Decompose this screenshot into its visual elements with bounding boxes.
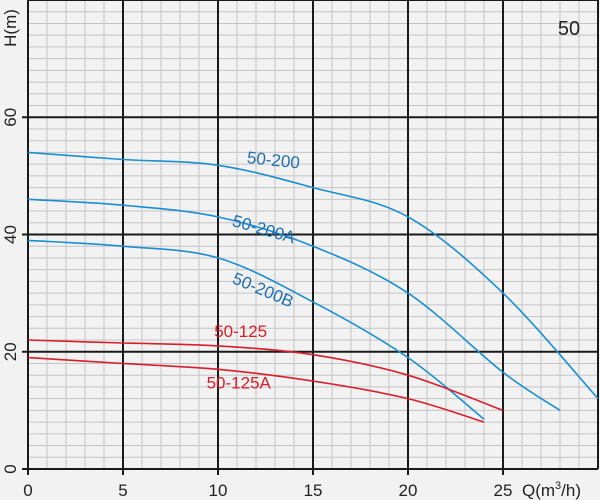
x-axis-label-tail: /h): [561, 481, 581, 500]
y-tick-label: 60: [1, 108, 20, 127]
x-tick-label: 10: [209, 481, 228, 500]
curve-label-50-125a: 50-125A: [207, 374, 272, 393]
x-tick-label: 0: [23, 481, 32, 500]
x-axis-label: Q(m3/h): [522, 480, 581, 500]
y-tick-label: 40: [1, 225, 20, 244]
curve-50-200a: [27, 198, 561, 412]
y-tick-label: 0: [1, 464, 20, 473]
curves: [27, 151, 599, 423]
curve-50-200b: [27, 239, 485, 420]
x-tick-label: 15: [304, 481, 323, 500]
x-tick-label: 5: [118, 481, 127, 500]
tick-labels: 0 5 10 15 20 25 0 20 40 60: [1, 108, 512, 500]
curve-50-125a: [27, 356, 485, 423]
curve-50-125: [27, 339, 504, 412]
x-tick-label: 20: [399, 481, 418, 500]
model-series-label: 50: [558, 18, 580, 40]
curve-label-50-125: 50-125: [214, 322, 267, 341]
x-axis-label-main: Q(m: [522, 481, 555, 500]
major-grid: [27, 0, 599, 470]
curve-50-200: [27, 151, 599, 400]
y-axis-label: H(m): [1, 9, 20, 47]
x-tick-label: 25: [494, 481, 513, 500]
y-tick-label: 20: [1, 342, 20, 361]
x-axis-label-sup: 3: [555, 480, 561, 492]
